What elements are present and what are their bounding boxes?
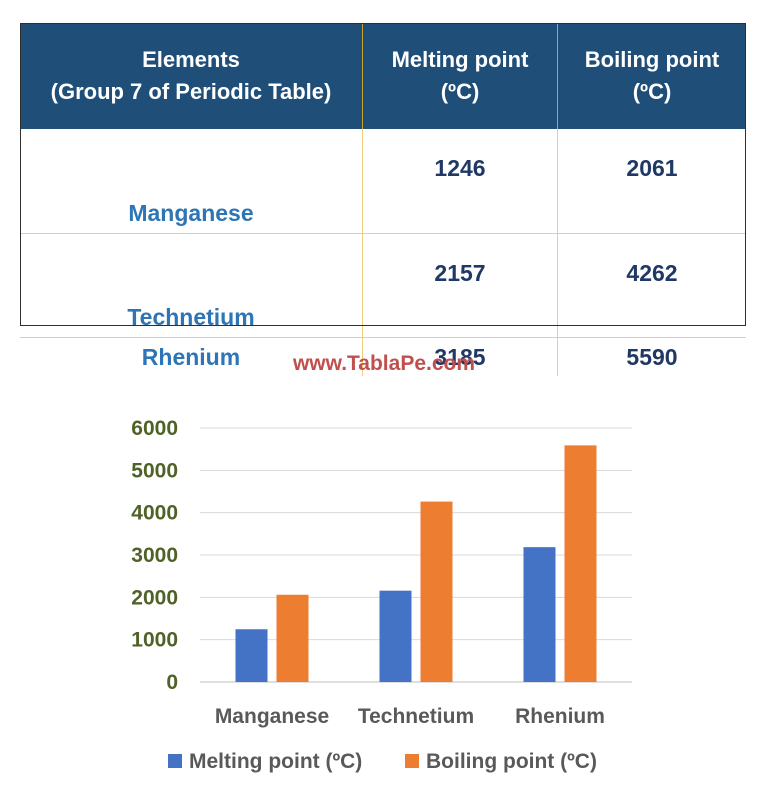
table-row: Rhenium 3185 5590 xyxy=(20,337,746,376)
bar xyxy=(564,445,597,682)
bar xyxy=(523,547,556,682)
element-name: Manganese xyxy=(20,129,363,234)
table-row: Manganese 1246 2061 xyxy=(20,129,746,234)
legend-swatch xyxy=(168,754,182,768)
y-tick-label: 5000 xyxy=(131,459,178,482)
y-tick-label: 1000 xyxy=(131,629,178,652)
table-row: Technetium 2157 4262 xyxy=(20,233,746,338)
x-tick-label: Manganese xyxy=(215,705,329,728)
header-melting-point: Melting point (ºC) xyxy=(362,23,558,129)
header-elements: Elements (Group 7 of Periodic Table) xyxy=(20,23,363,129)
element-name: Technetium xyxy=(20,233,363,338)
y-tick-label: 4000 xyxy=(131,502,178,525)
legend-swatch xyxy=(405,754,419,768)
x-tick-label: Rhenium xyxy=(515,705,605,728)
boiling-value: 2061 xyxy=(557,129,746,234)
table-header-row: Elements (Group 7 of Periodic Table) Melt… xyxy=(20,23,746,129)
bar xyxy=(379,590,412,682)
bar-chart: 0 1000 2000 3000 4000 5000 6000 Manganese Techne… xyxy=(131,417,632,773)
legend-label: Melting point (ºC) xyxy=(189,750,362,773)
bar xyxy=(420,501,453,682)
y-tick-label: 3000 xyxy=(131,544,178,567)
header-boiling-point: Boiling point (ºC) xyxy=(557,23,746,129)
legend-label: Boiling point (ºC) xyxy=(426,750,597,773)
y-tick-label: 6000 xyxy=(131,417,178,440)
x-tick-label: Technetium xyxy=(358,705,474,728)
melting-value: 2157 xyxy=(362,233,558,338)
data-table: Elements (Group 7 of Periodic Table) Melt… xyxy=(20,23,746,376)
watermark-text: www.TablaPe.com xyxy=(292,352,476,375)
y-tick-label: 2000 xyxy=(131,586,178,609)
bar xyxy=(235,629,268,682)
y-tick-label: 0 xyxy=(166,671,178,694)
element-name: Rhenium xyxy=(20,337,363,376)
boiling-value: 4262 xyxy=(557,233,746,338)
melting-value: 1246 xyxy=(362,129,558,234)
bar xyxy=(276,594,309,682)
melting-value: 3185 xyxy=(362,337,558,376)
boiling-value: 5590 xyxy=(626,343,678,370)
